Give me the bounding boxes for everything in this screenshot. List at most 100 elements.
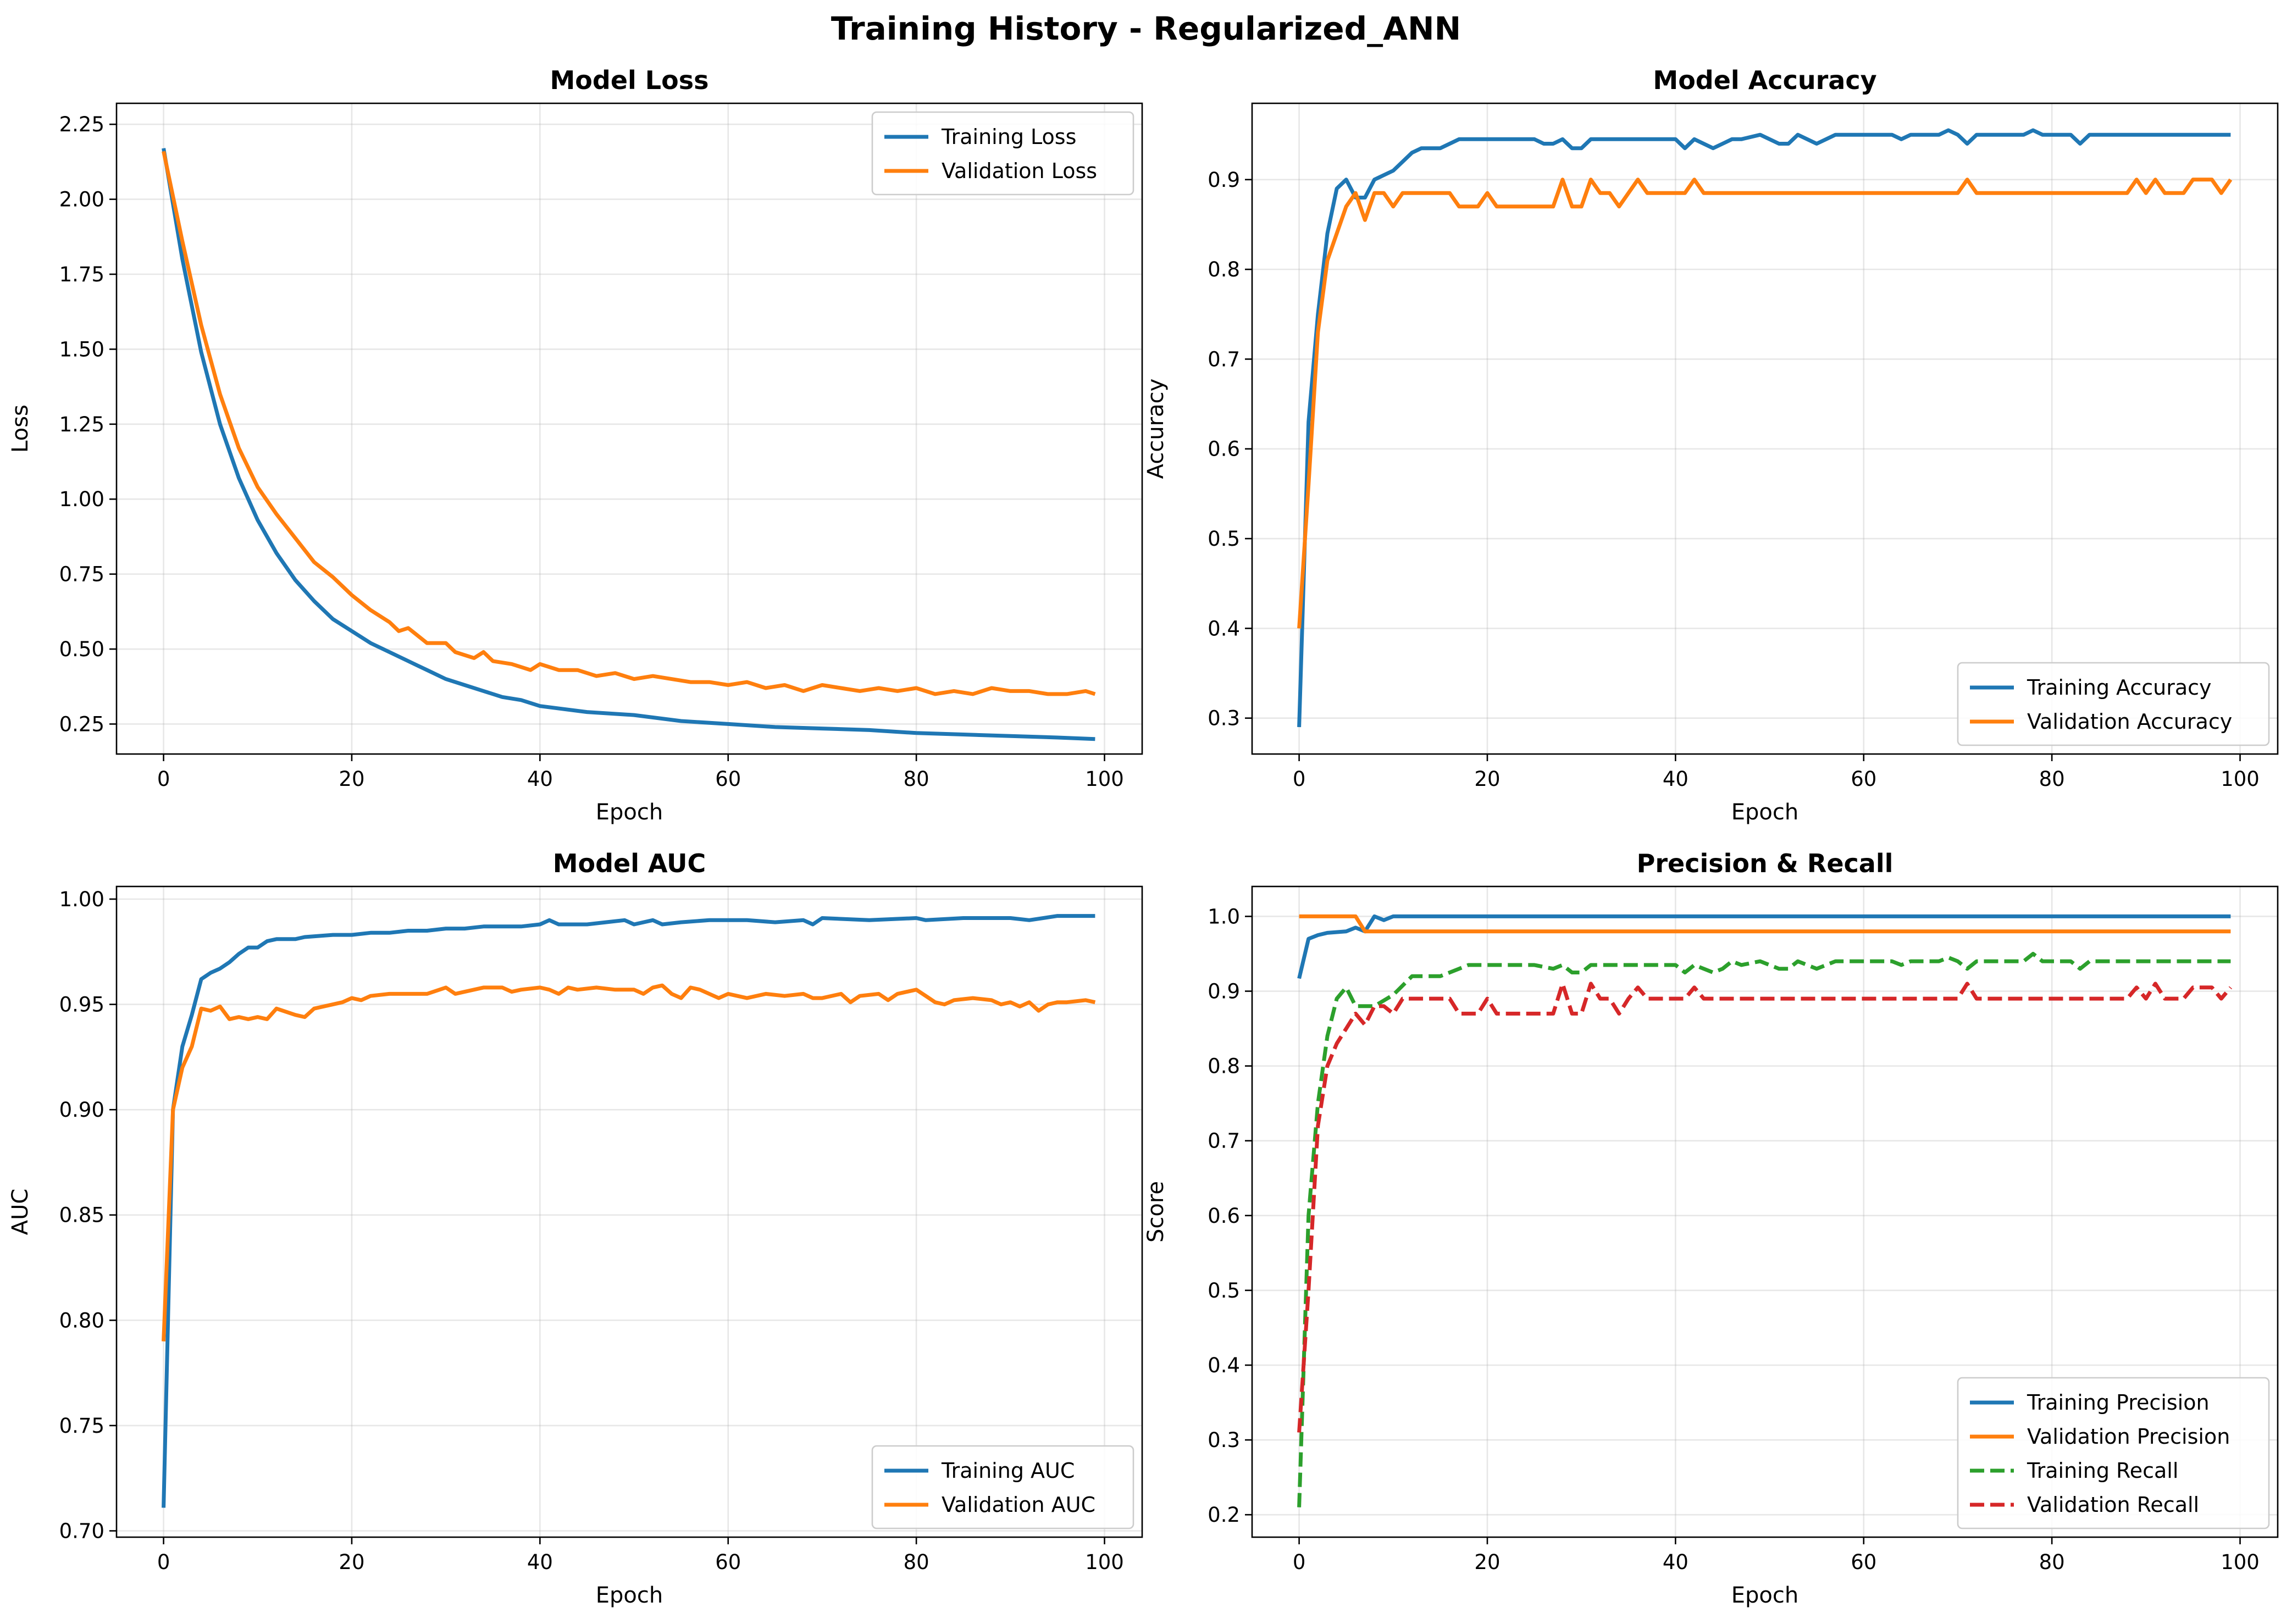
x-tick-label: 100 — [2221, 1550, 2260, 1574]
panel-title: Model Accuracy — [1653, 65, 1876, 95]
y-tick-label: 0.25 — [59, 712, 104, 736]
training-loss-line — [162, 148, 1095, 741]
y-axis-label: Accuracy — [1143, 379, 1169, 479]
y-tick-label: 0.95 — [59, 993, 104, 1017]
model-loss-panel: 0 20 40 60 80 100 0.25 0.50 0.75 1.00 1.25 1.50 1.75… — [8, 65, 1143, 825]
y-tick-label: 0.4 — [1208, 617, 1240, 640]
grid-lines — [117, 103, 1142, 754]
legend-box — [1957, 662, 2270, 746]
legend-label: Validation Recall — [2027, 1493, 2199, 1517]
legend-label: Training Recall — [2027, 1459, 2178, 1483]
x-tick-label: 40 — [1663, 1550, 1688, 1574]
y-tick-label: 1.00 — [59, 888, 104, 911]
legend-label: Validation Accuracy — [2027, 710, 2232, 734]
y-tick-label: 2.00 — [59, 188, 104, 212]
x-tick-label: 40 — [527, 1550, 553, 1574]
y-tick-label: 2.25 — [59, 113, 104, 136]
panel-title: Model AUC — [553, 849, 706, 878]
x-tick-label: 20 — [1474, 1550, 1500, 1574]
y-axis-label: Loss — [8, 404, 33, 453]
axes-frame — [1251, 102, 2279, 755]
training-accuracy-line — [1297, 128, 2231, 728]
y-tick-label: 0.75 — [59, 1414, 104, 1438]
y-axis-label: Score — [1143, 1181, 1169, 1243]
grid-lines — [1252, 103, 2278, 754]
x-tick-label: 0 — [1293, 1550, 1306, 1574]
y-tick-label: 0.2 — [1208, 1503, 1240, 1527]
x-axis-label: Epoch — [1731, 1583, 1798, 1608]
model-auc-panel: 0 20 40 60 80 100 0.70 0.75 0.80 0.85 0.90 0.95 1.00… — [8, 849, 1143, 1608]
y-tick-label: 0.3 — [1208, 707, 1240, 730]
legend-label: Validation AUC — [942, 1493, 1095, 1517]
x-tick-label: 60 — [1851, 1550, 1876, 1574]
x-tick-label: 20 — [339, 1550, 364, 1574]
legend-label: Training Accuracy — [2027, 675, 2212, 700]
x-tick-label: 80 — [904, 767, 929, 791]
x-tick-label: 60 — [715, 1550, 741, 1574]
legend-box — [1957, 1377, 2270, 1529]
legend-box — [871, 1445, 1134, 1529]
axes-frame — [1251, 885, 2279, 1538]
x-axis-label: Epoch — [1731, 800, 1798, 825]
x-axis-label: Epoch — [596, 800, 663, 825]
x-tick-label: 20 — [1474, 767, 1500, 791]
x-tick-label: 0 — [157, 1550, 170, 1574]
y-tick-label: 0.9 — [1208, 168, 1240, 192]
y-tick-label: 0.85 — [59, 1204, 104, 1227]
legend-label: Training Loss — [941, 125, 1076, 149]
y-tick-label: 1.50 — [59, 337, 104, 361]
x-axis-label: Epoch — [596, 1583, 663, 1608]
legend-label: Validation Precision — [2027, 1425, 2230, 1449]
panel-title: Model Loss — [550, 65, 709, 95]
series-group — [162, 914, 1096, 1508]
x-tick-label: 0 — [1293, 767, 1306, 791]
y-tick-label: 1.00 — [59, 487, 104, 511]
legend: Training Loss Validation Loss — [871, 111, 1134, 196]
training-auc-line — [162, 914, 1095, 1508]
axes-frame — [115, 885, 1143, 1538]
x-tick-label: 60 — [715, 767, 741, 791]
x-tick-label: 100 — [1085, 1550, 1124, 1574]
series-group — [162, 148, 1096, 741]
precision-recall-panel: 0 20 40 60 80 100 0.2 0.3 0.4 0.5 0.6 0.7 0.8 0.9 1.0 P… — [1143, 849, 2279, 1608]
legend: Training Accuracy Validation Accuracy — [1957, 662, 2270, 746]
validation-precision-line — [1299, 914, 2231, 934]
x-tick-label: 20 — [339, 767, 364, 791]
y-tick-label: 0.6 — [1208, 1204, 1240, 1228]
y-tick-label: 0.5 — [1208, 527, 1240, 551]
y-tick-label: 0.6 — [1208, 437, 1240, 461]
validation-loss-line — [162, 151, 1096, 696]
y-tick-label: 0.7 — [1208, 347, 1240, 371]
legend: Training AUC Validation AUC — [871, 1445, 1134, 1529]
y-tick-label: 1.0 — [1208, 905, 1240, 928]
x-tick-label: 40 — [1663, 767, 1688, 791]
legend-label: Training Precision — [2027, 1390, 2210, 1415]
y-tick-label: 0.7 — [1208, 1129, 1240, 1153]
legend: Training Precision Validation Precision Tr… — [1957, 1377, 2270, 1529]
y-tick-label: 1.75 — [59, 263, 104, 286]
figure-title: Training History - Regularized_ANN — [831, 10, 1461, 47]
x-tick-label: 0 — [157, 767, 170, 791]
y-tick-label: 0.3 — [1208, 1428, 1240, 1452]
grid-lines — [117, 886, 1142, 1537]
y-tick-label: 1.25 — [59, 413, 104, 436]
x-tick-label: 100 — [1085, 767, 1124, 791]
y-axis-label: AUC — [8, 1189, 33, 1235]
y-tick-label: 0.8 — [1208, 1055, 1240, 1078]
validation-recall-line — [1297, 982, 2233, 1433]
y-tick-label: 0.80 — [59, 1309, 104, 1332]
panel-title: Precision & Recall — [1637, 849, 1894, 878]
x-tick-label: 40 — [527, 767, 553, 791]
y-tick-label: 0.8 — [1208, 258, 1240, 281]
y-tick-label: 0.4 — [1208, 1354, 1240, 1377]
series-group — [1297, 128, 2233, 728]
y-tick-label: 0.9 — [1208, 980, 1240, 1004]
model-accuracy-panel: 0 20 40 60 80 100 0.3 0.4 0.5 0.6 0.7 0.8 0.9 Model A… — [1143, 65, 2279, 825]
y-tick-label: 0.50 — [59, 638, 104, 661]
y-tick-label: 0.75 — [59, 563, 104, 586]
grid-lines — [1252, 886, 2278, 1537]
x-tick-label: 80 — [904, 1550, 929, 1574]
y-tick-label: 0.70 — [59, 1520, 104, 1543]
series-group — [1297, 914, 2233, 1507]
